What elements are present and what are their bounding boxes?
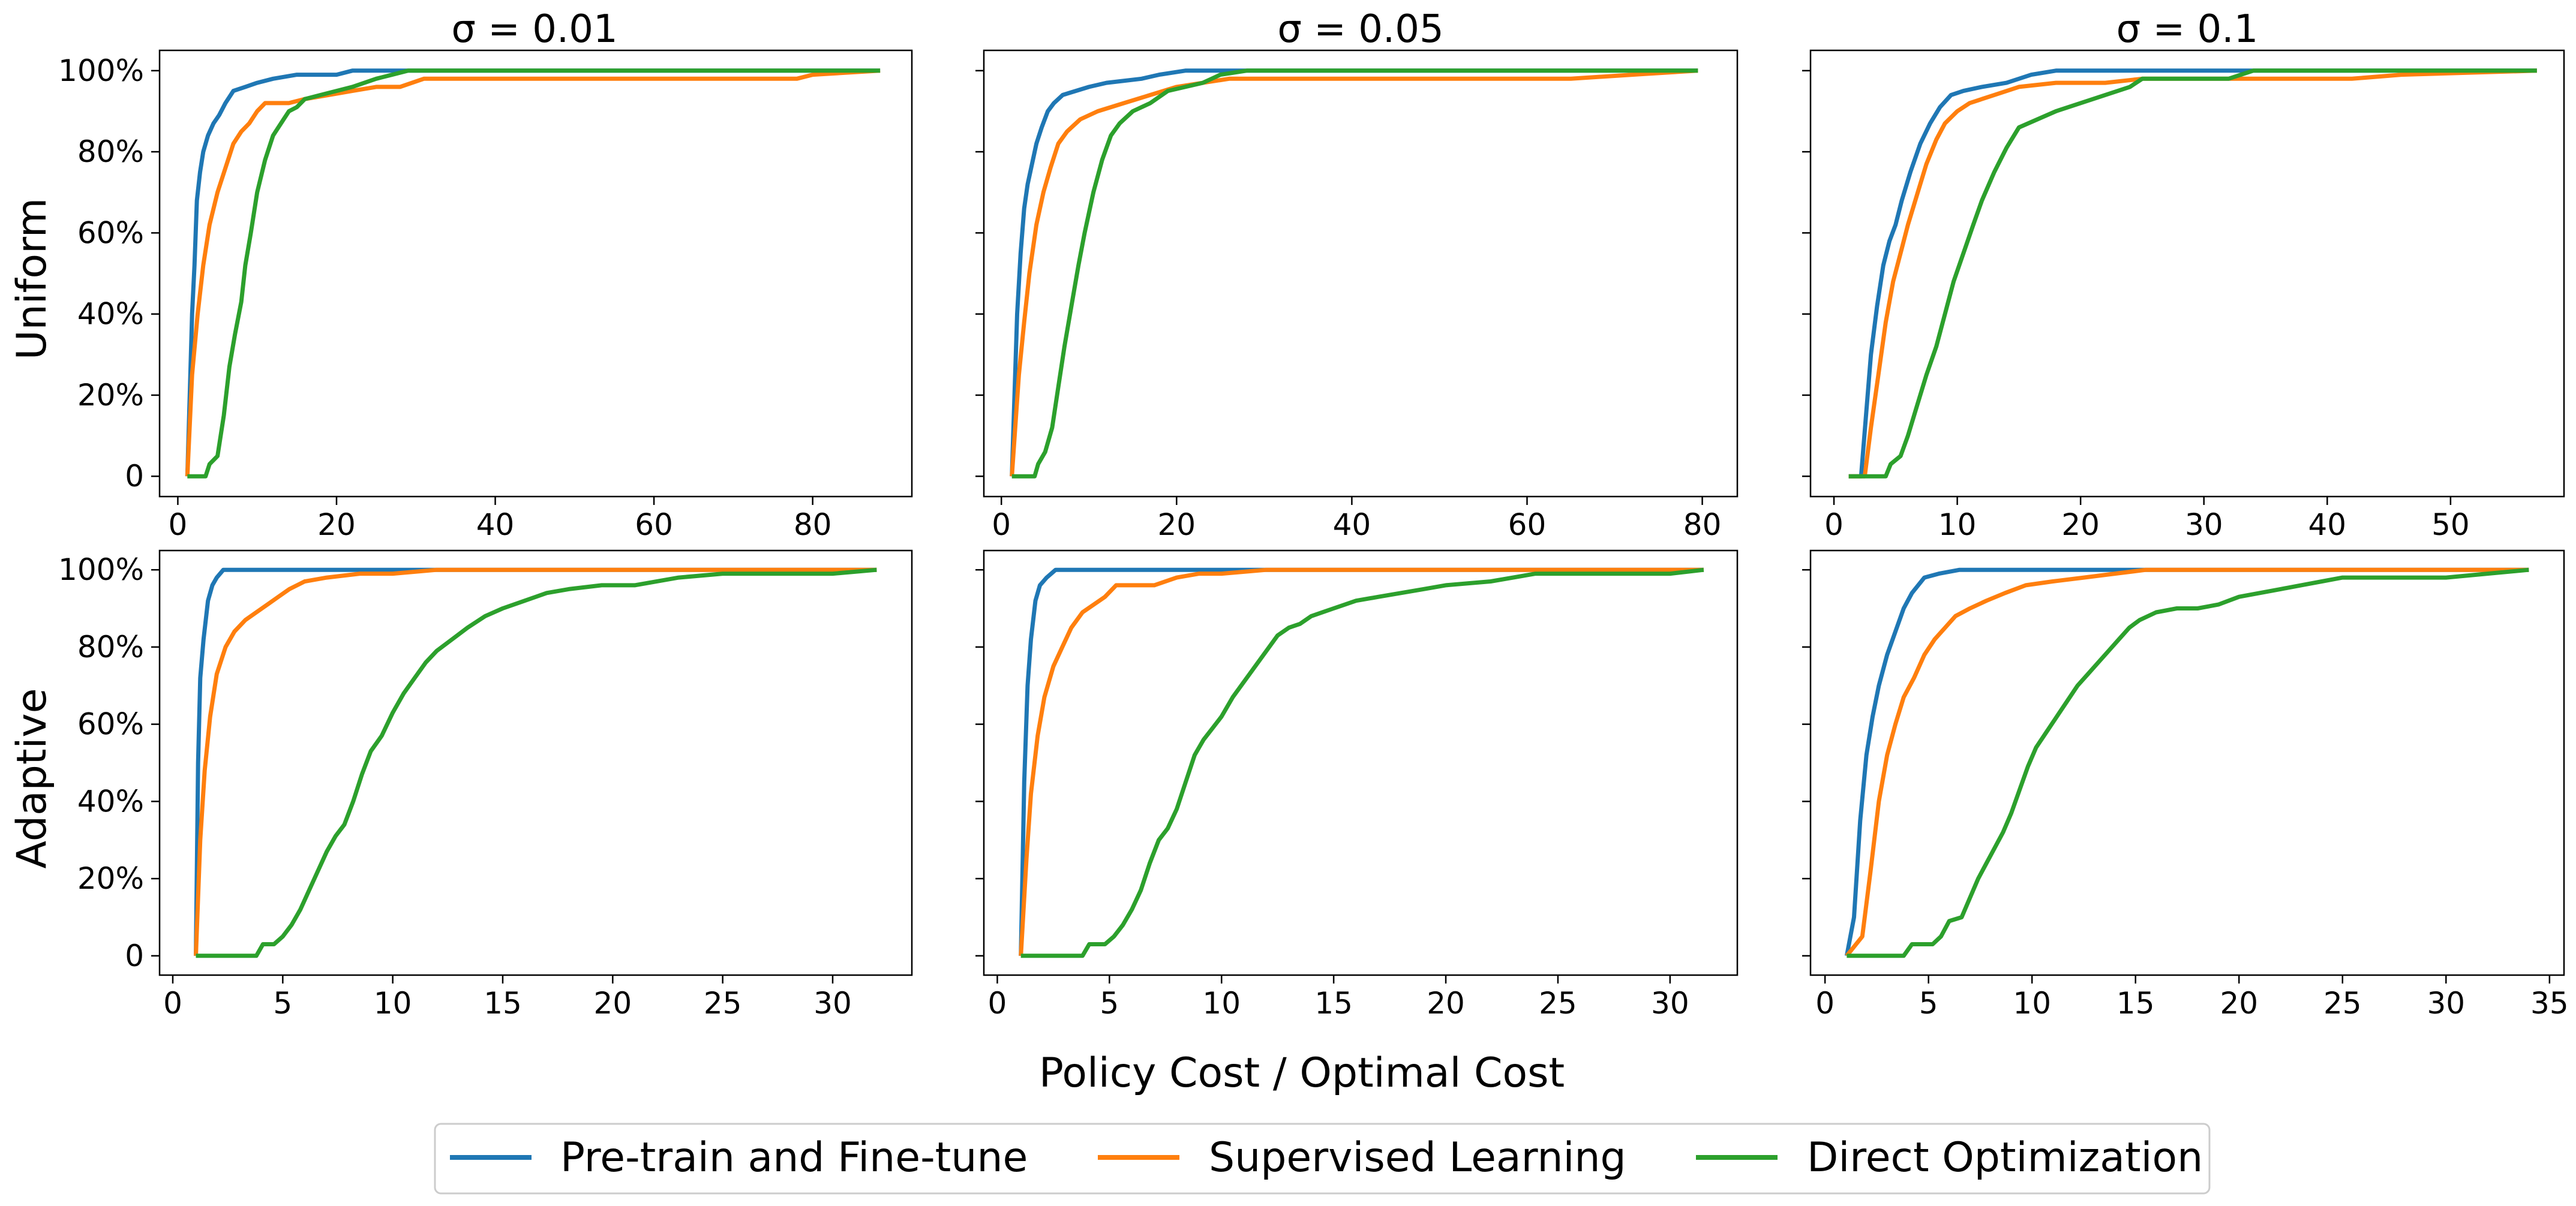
- x-tick-label-adaptive-sigma-0-05-20: 20: [1427, 986, 1465, 1021]
- y-tick-label-adaptive-sigma-0-01-20: 20%: [77, 861, 144, 896]
- x-tick-label-adaptive-sigma-0-01-0: 0: [163, 986, 182, 1021]
- x-tick-label-adaptive-sigma-0-05-5: 5: [1100, 986, 1119, 1021]
- legend-label-direct: Direct Optimization: [1807, 1134, 2203, 1181]
- series-line-direct-optimization-uniform-sigma-0-1: [1848, 68, 2537, 479]
- subplot-adaptive-sigma-0-1: 0 5 10 15 20 25 30 35: [1802, 549, 2569, 1021]
- subplot-uniform-sigma-0-05: 0 20 40 60 80: [975, 49, 1739, 542]
- x-tick-label-uniform-sigma-0-05-60: 60: [1508, 507, 1547, 542]
- series-line-direct-optimization-adaptive-sigma-0-01: [196, 567, 877, 958]
- x-tick-label-adaptive-sigma-0-05-0: 0: [988, 986, 1007, 1021]
- y-tick-label-uniform-sigma-0-01-40: 40%: [77, 297, 144, 332]
- series-line-pre-train-and-fine-tune-uniform-sigma-0-01: [185, 68, 881, 477]
- series-line-supervised-learning-uniform-sigma-0-1: [1848, 68, 2537, 479]
- series-line-supervised-learning-adaptive-sigma-0-01: [194, 567, 877, 956]
- series-line-pre-train-and-fine-tune-uniform-sigma-0-1: [1848, 68, 2537, 479]
- series-line-pre-train-and-fine-tune-adaptive-sigma-0-1: [1844, 567, 2529, 957]
- x-tick-label-adaptive-sigma-0-1-10: 10: [2013, 986, 2051, 1021]
- subplot-adaptive-sigma-0-05: 0 5 10 15 20 25 30: [975, 549, 1739, 1021]
- row-label-uniform: Uniform: [8, 198, 56, 360]
- legend-label-pretrain: Pre-train and Fine-tune: [560, 1134, 1028, 1181]
- x-tick-label-uniform-sigma-0-1-50: 50: [2431, 507, 2470, 542]
- y-tick-label-adaptive-sigma-0-01-40: 40%: [77, 784, 144, 819]
- legend: Pre-train and Fine-tune Supervised Learn…: [434, 1123, 2211, 1195]
- x-tick-label-adaptive-sigma-0-05-10: 10: [1202, 986, 1241, 1021]
- series-line-supervised-learning-uniform-sigma-0-05: [1010, 68, 1698, 477]
- x-tick-label-uniform-sigma-0-1-20: 20: [2061, 507, 2100, 542]
- plot-frame-uniform-sigma-0-01: [158, 49, 913, 498]
- x-tick-label-adaptive-sigma-0-05-30: 30: [1651, 986, 1689, 1021]
- subplot-uniform-sigma-0-1: 0 10 20 30 40 50: [1802, 49, 2565, 542]
- plot-frame-adaptive-sigma-0-1: [1809, 549, 2565, 976]
- x-tick-label-adaptive-sigma-0-01-10: 10: [374, 986, 412, 1021]
- column-title-sigma-0-1: σ = 0.1: [2116, 7, 2259, 52]
- x-tick-label-uniform-sigma-0-01-20: 20: [317, 507, 356, 542]
- y-tick-label-uniform-sigma-0-01-60: 60%: [77, 215, 144, 250]
- x-tick-label-adaptive-sigma-0-1-35: 35: [2530, 986, 2569, 1021]
- legend-frame: [434, 1123, 2211, 1195]
- series-line-supervised-learning-adaptive-sigma-0-05: [1019, 567, 1704, 957]
- x-tick-label-uniform-sigma-0-01-60: 60: [635, 507, 673, 542]
- y-tick-label-adaptive-sigma-0-01-0: 0: [125, 939, 144, 973]
- plot-frame-uniform-sigma-0-1: [1809, 49, 2565, 498]
- row-label-adaptive: Adaptive: [8, 688, 56, 869]
- y-tick-label-adaptive-sigma-0-01-60: 60%: [77, 707, 144, 742]
- subplot-grid: 0 20 40 60 80 0 20% 40% 60% 80% 100% 0 20 40 60 80 0 10 20…: [58, 49, 2569, 1021]
- column-title-sigma-0-05: σ = 0.05: [1277, 7, 1443, 52]
- y-tick-label-adaptive-sigma-0-01-100: 100%: [58, 552, 144, 587]
- x-tick-label-uniform-sigma-0-05-40: 40: [1333, 507, 1371, 542]
- subplot-adaptive-sigma-0-01: 0 5 10 15 20 25 30 0 20% 40% 60% 80% 100%: [58, 549, 913, 1021]
- series-line-supervised-learning-adaptive-sigma-0-1: [1845, 567, 2529, 957]
- y-tick-label-uniform-sigma-0-01-0: 0: [125, 459, 144, 494]
- x-tick-label-adaptive-sigma-0-1-20: 20: [2220, 986, 2258, 1021]
- x-tick-label-uniform-sigma-0-1-30: 30: [2185, 507, 2223, 542]
- x-tick-label-adaptive-sigma-0-05-25: 25: [1539, 986, 1577, 1021]
- series-line-supervised-learning-uniform-sigma-0-01: [185, 68, 881, 477]
- x-tick-label-uniform-sigma-0-01-80: 80: [794, 507, 832, 542]
- plot-frame-uniform-sigma-0-05: [983, 49, 1739, 498]
- x-tick-label-adaptive-sigma-0-1-30: 30: [2427, 986, 2466, 1021]
- x-tick-label-adaptive-sigma-0-1-15: 15: [2116, 986, 2155, 1021]
- series-line-direct-optimization-adaptive-sigma-0-05: [1020, 567, 1704, 958]
- x-tick-label-uniform-sigma-0-01-40: 40: [476, 507, 515, 542]
- x-tick-label-adaptive-sigma-0-1-25: 25: [2323, 986, 2362, 1021]
- x-tick-label-adaptive-sigma-0-01-15: 15: [484, 986, 522, 1021]
- subplot-uniform-sigma-0-01: 0 20 40 60 80 0 20% 40% 60% 80% 100%: [58, 49, 913, 542]
- series-line-direct-optimization-uniform-sigma-0-01: [187, 68, 881, 479]
- x-tick-label-uniform-sigma-0-1-10: 10: [1938, 507, 1977, 542]
- series-line-direct-optimization-adaptive-sigma-0-1: [1847, 567, 2529, 958]
- series-line-pre-train-and-fine-tune-uniform-sigma-0-05: [1010, 68, 1698, 477]
- x-axis-label: Policy Cost / Optimal Cost: [1039, 1049, 1565, 1097]
- x-tick-label-uniform-sigma-0-05-0: 0: [992, 507, 1011, 542]
- x-tick-label-adaptive-sigma-0-01-5: 5: [273, 986, 292, 1021]
- x-tick-label-adaptive-sigma-0-01-20: 20: [594, 986, 632, 1021]
- x-tick-label-adaptive-sigma-0-05-15: 15: [1314, 986, 1353, 1021]
- y-tick-label-uniform-sigma-0-01-20: 20%: [77, 378, 144, 413]
- plot-frame-adaptive-sigma-0-05: [983, 549, 1739, 976]
- x-tick-label-uniform-sigma-0-05-20: 20: [1157, 507, 1196, 542]
- x-tick-label-uniform-sigma-0-05-80: 80: [1683, 507, 1722, 542]
- x-tick-label-adaptive-sigma-0-01-30: 30: [813, 986, 852, 1021]
- column-title-sigma-0-01: σ = 0.01: [451, 7, 617, 52]
- x-tick-label-adaptive-sigma-0-01-25: 25: [704, 986, 742, 1021]
- x-tick-label-adaptive-sigma-0-1-0: 0: [1815, 986, 1835, 1021]
- series-line-pre-train-and-fine-tune-adaptive-sigma-0-05: [1019, 567, 1704, 956]
- x-tick-label-uniform-sigma-0-01-0: 0: [169, 507, 188, 542]
- x-tick-label-uniform-sigma-0-1-0: 0: [1824, 507, 1844, 542]
- x-tick-label-adaptive-sigma-0-1-5: 5: [1919, 986, 1938, 1021]
- series-line-direct-optimization-uniform-sigma-0-05: [1011, 68, 1698, 479]
- x-tick-label-uniform-sigma-0-1-40: 40: [2308, 507, 2347, 542]
- y-tick-label-uniform-sigma-0-01-80: 80%: [77, 134, 144, 169]
- y-tick-label-adaptive-sigma-0-01-80: 80%: [77, 630, 144, 664]
- plot-frame-adaptive-sigma-0-01: [158, 549, 913, 976]
- series-line-pre-train-and-fine-tune-adaptive-sigma-0-01: [194, 567, 877, 956]
- y-tick-label-uniform-sigma-0-01-100: 100%: [58, 53, 144, 88]
- legend-label-supervised: Supervised Learning: [1209, 1134, 1626, 1181]
